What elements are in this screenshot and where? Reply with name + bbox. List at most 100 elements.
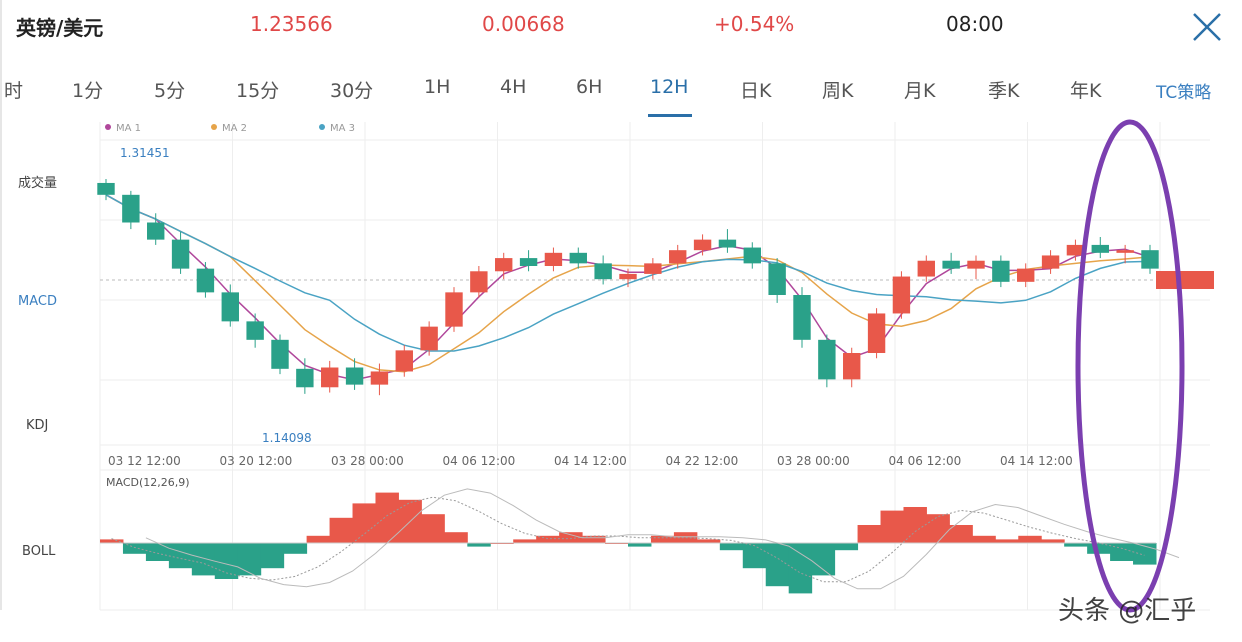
x-axis-ticks: 03 12 12:00 03 20 12:00 03 28 00:00 04 06 1… bbox=[108, 454, 1073, 468]
candle-body bbox=[967, 260, 985, 269]
candle-body bbox=[992, 260, 1010, 282]
candle-body bbox=[743, 247, 761, 264]
tab-month[interactable]: 月K bbox=[904, 80, 936, 102]
indicator-ma-label[interactable]: 成交量 bbox=[18, 176, 58, 191]
candle-body bbox=[818, 339, 836, 380]
close-icon[interactable] bbox=[1188, 8, 1226, 46]
macd-bar bbox=[283, 543, 308, 554]
macd-bar bbox=[260, 543, 285, 569]
tab-1min[interactable]: 1分 bbox=[72, 80, 104, 102]
macd-bar bbox=[1110, 543, 1134, 561]
macd-bar bbox=[467, 543, 491, 547]
macd-bar bbox=[811, 543, 836, 576]
tab-1h[interactable]: 1H bbox=[424, 76, 451, 98]
price-change-percent: +0.54% bbox=[714, 12, 795, 36]
candle-body bbox=[147, 222, 165, 240]
x-tick-label: 04 22 12:00 bbox=[666, 454, 739, 468]
indicator-boll-label[interactable]: BOLL bbox=[22, 544, 56, 559]
candle-body bbox=[917, 260, 935, 277]
macd-bar bbox=[742, 543, 767, 569]
macd-bar bbox=[352, 503, 376, 543]
macd-bar bbox=[628, 543, 652, 547]
pair-name: 英镑/美元 bbox=[16, 16, 104, 40]
macd-bar bbox=[719, 543, 744, 551]
tab-year[interactable]: 年K bbox=[1070, 80, 1102, 102]
tab-12h[interactable]: 12H bbox=[650, 76, 689, 98]
macd-bar bbox=[191, 543, 216, 576]
x-tick-label: 04 06 12:00 bbox=[889, 454, 962, 468]
candle-body bbox=[793, 295, 811, 340]
tab-day[interactable]: 日K bbox=[740, 80, 772, 102]
macd-bar bbox=[903, 507, 927, 543]
macd-bar bbox=[536, 535, 560, 543]
candle-body bbox=[97, 182, 115, 195]
candle-body bbox=[569, 252, 587, 264]
macd-bar bbox=[650, 535, 675, 543]
highlight-ellipse bbox=[1075, 119, 1185, 613]
macd-bar bbox=[513, 539, 537, 543]
macd-bar bbox=[1041, 539, 1065, 543]
current-price: 1.23566 bbox=[250, 12, 333, 36]
candle-body bbox=[942, 260, 960, 269]
indicator-macd-label[interactable]: MACD bbox=[18, 294, 57, 309]
candle-body bbox=[246, 321, 264, 340]
candle-body bbox=[1017, 268, 1035, 282]
tab-week[interactable]: 周K bbox=[822, 80, 854, 102]
candle-body bbox=[221, 292, 239, 322]
candle-body bbox=[768, 263, 786, 295]
candle-body bbox=[420, 326, 438, 351]
active-tab-indicator bbox=[648, 114, 692, 117]
x-tick-label: 03 28 00:00 bbox=[331, 454, 404, 468]
candle-body bbox=[321, 367, 339, 388]
candle-body bbox=[445, 292, 463, 327]
macd-bar bbox=[673, 532, 698, 543]
macd-bar bbox=[995, 539, 1019, 543]
macd-bar bbox=[926, 514, 950, 543]
ma3-legend-label: MA 3 bbox=[330, 123, 355, 134]
tab-tc-strategy[interactable]: TC策略 bbox=[1156, 83, 1212, 103]
macd-bar bbox=[306, 535, 331, 543]
tab-quarter[interactable]: 季K bbox=[988, 80, 1020, 102]
macd-bar bbox=[972, 535, 996, 543]
tab-5min[interactable]: 5分 bbox=[154, 80, 186, 102]
price-change: 0.00668 bbox=[482, 12, 565, 36]
indicator-kdj-label[interactable]: KDJ bbox=[26, 418, 49, 433]
x-tick-label: 04 14 12:00 bbox=[554, 454, 627, 468]
left-edge bbox=[0, 0, 2, 610]
candle-body bbox=[718, 239, 737, 248]
macd-bar bbox=[237, 543, 262, 576]
candle-body bbox=[843, 353, 861, 380]
candle-body bbox=[1091, 244, 1109, 253]
candle-body bbox=[544, 252, 563, 266]
candle-body bbox=[1116, 250, 1134, 253]
x-tick-label: 03 28 00:00 bbox=[777, 454, 850, 468]
candle-body bbox=[669, 250, 687, 264]
tab-4h[interactable]: 4H bbox=[500, 76, 527, 98]
ma-line-6 bbox=[105, 194, 1151, 373]
candle-body bbox=[271, 339, 289, 369]
macd-bar bbox=[421, 514, 445, 543]
candle-body bbox=[867, 313, 886, 353]
tab-hour[interactable]: 时 bbox=[4, 80, 24, 102]
tab-15min[interactable]: 15分 bbox=[236, 80, 280, 102]
ma1-legend-dot bbox=[105, 124, 111, 130]
candle-body bbox=[693, 239, 712, 251]
macd-bar bbox=[168, 543, 193, 569]
macd-bar bbox=[375, 492, 399, 543]
candle-body bbox=[1041, 255, 1060, 269]
high-price-label: 1.31451 bbox=[120, 146, 170, 160]
tab-30min[interactable]: 30分 bbox=[330, 80, 374, 102]
ma1-legend-label: MA 1 bbox=[116, 123, 141, 134]
macd-bar bbox=[1064, 543, 1088, 547]
current-price-tag bbox=[1156, 271, 1214, 289]
macd-histogram bbox=[100, 488, 1180, 594]
macd-bar bbox=[857, 525, 882, 543]
tab-6h[interactable]: 6H bbox=[576, 76, 603, 98]
macd-bar bbox=[329, 517, 354, 543]
watermark-text: 头条 @汇乎 bbox=[1058, 596, 1197, 626]
candle-body bbox=[122, 194, 140, 223]
macd-bar bbox=[696, 539, 721, 543]
macd-dea-line bbox=[145, 488, 1180, 590]
x-tick-label: 04 14 12:00 bbox=[1000, 454, 1073, 468]
